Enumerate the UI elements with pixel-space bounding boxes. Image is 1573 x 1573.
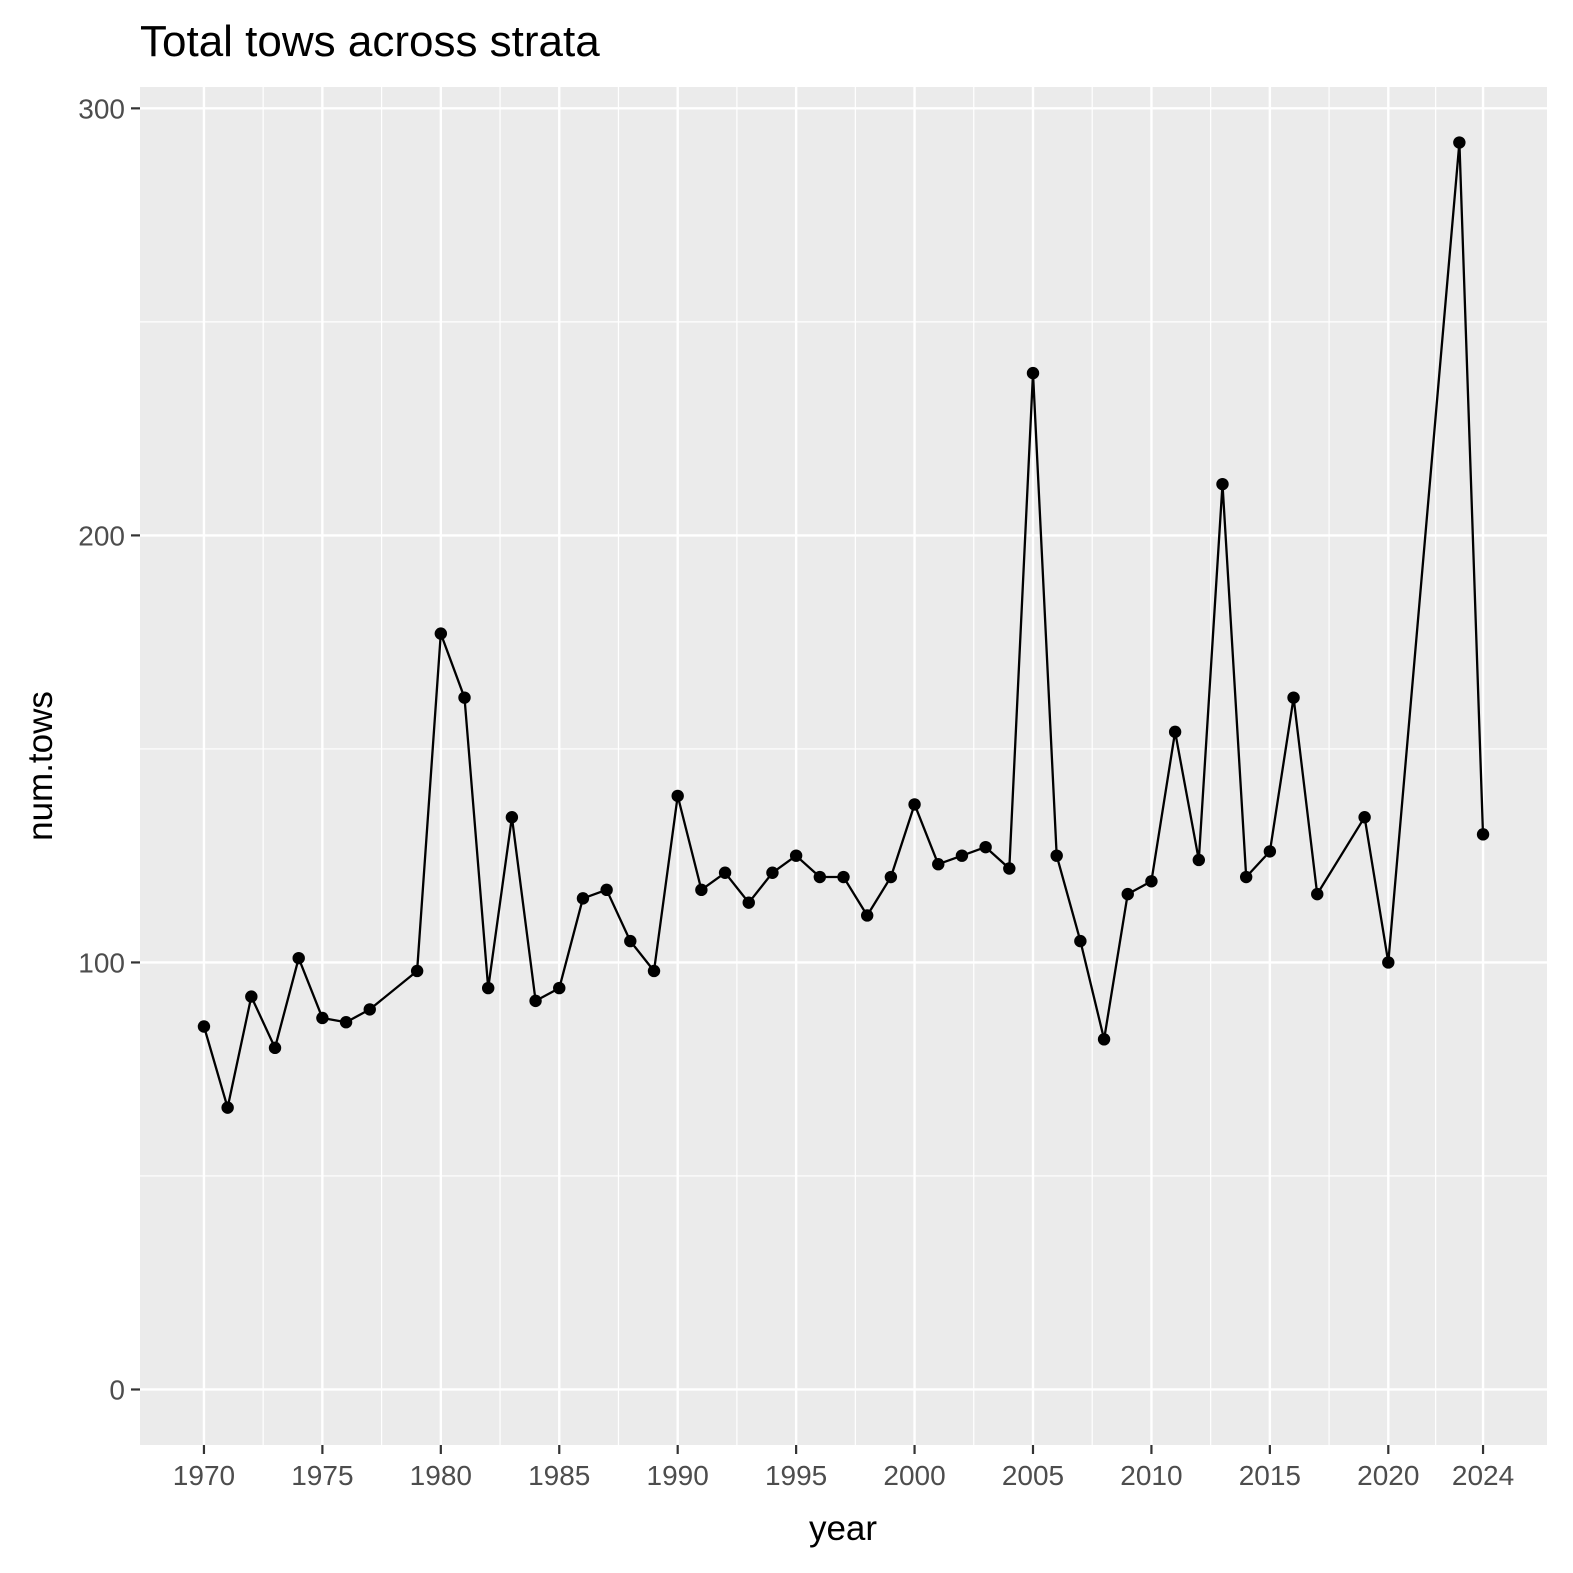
data-point xyxy=(979,840,992,854)
data-point xyxy=(197,1020,211,1033)
data-point xyxy=(1263,845,1277,858)
x-tick-label: 1995 xyxy=(765,1460,827,1491)
data-point xyxy=(363,1003,376,1016)
data-point xyxy=(458,691,471,704)
data-point xyxy=(292,951,305,965)
data-point xyxy=(339,1016,353,1029)
data-point xyxy=(1358,811,1371,824)
data-point xyxy=(789,849,803,862)
x-axis-tick-labels: 1970 1975 1980 1985 1990 1995 2000 2005 2010 2015… xyxy=(173,1460,1514,1491)
data-point xyxy=(1382,956,1395,969)
data-point xyxy=(1145,875,1158,888)
data-point xyxy=(813,870,827,884)
data-point xyxy=(1003,862,1016,875)
data-point xyxy=(529,994,542,1008)
data-point xyxy=(647,964,661,978)
x-tick-label: 1980 xyxy=(410,1460,472,1491)
data-point xyxy=(624,934,637,948)
chart-title: Total tows across strata xyxy=(140,17,600,66)
data-point xyxy=(932,858,945,871)
data-point xyxy=(1097,1033,1111,1046)
data-point xyxy=(434,627,448,640)
data-point xyxy=(1026,366,1040,380)
data-point xyxy=(268,1041,282,1055)
y-axis-tick-labels: 0 100 200 300 xyxy=(78,93,125,1405)
data-point xyxy=(576,892,590,905)
data-point xyxy=(221,1101,234,1114)
data-point xyxy=(600,883,613,897)
data-point xyxy=(1168,725,1182,739)
x-axis-title: year xyxy=(809,1509,877,1548)
data-point xyxy=(1074,934,1087,948)
data-point xyxy=(718,866,732,879)
data-point xyxy=(505,811,519,824)
x-tick-label: 2024 xyxy=(1452,1460,1514,1491)
data-point xyxy=(410,964,424,978)
plot-panel xyxy=(140,87,1547,1445)
y-tick-label: 100 xyxy=(78,947,125,978)
data-point xyxy=(553,981,566,995)
data-point xyxy=(955,849,969,862)
x-tick-label: 2020 xyxy=(1357,1460,1419,1491)
data-point xyxy=(245,990,258,1003)
x-tick-label: 1975 xyxy=(291,1460,353,1491)
data-point xyxy=(837,870,850,884)
x-tick-label: 1990 xyxy=(647,1460,709,1491)
y-tick-label: 0 xyxy=(109,1374,125,1405)
data-point xyxy=(1050,849,1063,862)
data-point xyxy=(1476,828,1490,841)
y-axis-title: num.tows xyxy=(21,691,60,841)
axis-ticks xyxy=(131,107,1485,1454)
series-num-tows xyxy=(197,136,1490,1114)
data-point xyxy=(884,870,898,884)
y-tick-label: 300 xyxy=(78,93,125,124)
major-gridlines xyxy=(140,87,1547,1445)
data-point xyxy=(908,798,921,811)
data-point xyxy=(1311,887,1324,901)
x-tick-label: 2000 xyxy=(883,1460,945,1491)
data-point xyxy=(1239,870,1253,884)
x-tick-label: 2005 xyxy=(1002,1460,1064,1491)
data-point xyxy=(1287,691,1300,704)
x-tick-label: 1985 xyxy=(528,1460,590,1491)
data-point xyxy=(671,789,684,803)
x-tick-label: 1970 xyxy=(173,1460,235,1491)
data-point xyxy=(481,981,495,995)
data-point xyxy=(742,896,755,909)
data-point xyxy=(860,909,874,922)
data-point xyxy=(1121,887,1134,901)
data-point xyxy=(766,866,779,879)
data-point xyxy=(316,1011,329,1025)
x-tick-label: 2010 xyxy=(1120,1460,1182,1491)
x-tick-label: 2015 xyxy=(1239,1460,1301,1491)
data-point xyxy=(1453,136,1466,149)
y-tick-label: 200 xyxy=(78,520,125,551)
data-point xyxy=(1216,477,1229,491)
data-point xyxy=(1192,853,1206,867)
data-point xyxy=(695,883,708,897)
minor-gridlines xyxy=(140,87,1547,1445)
